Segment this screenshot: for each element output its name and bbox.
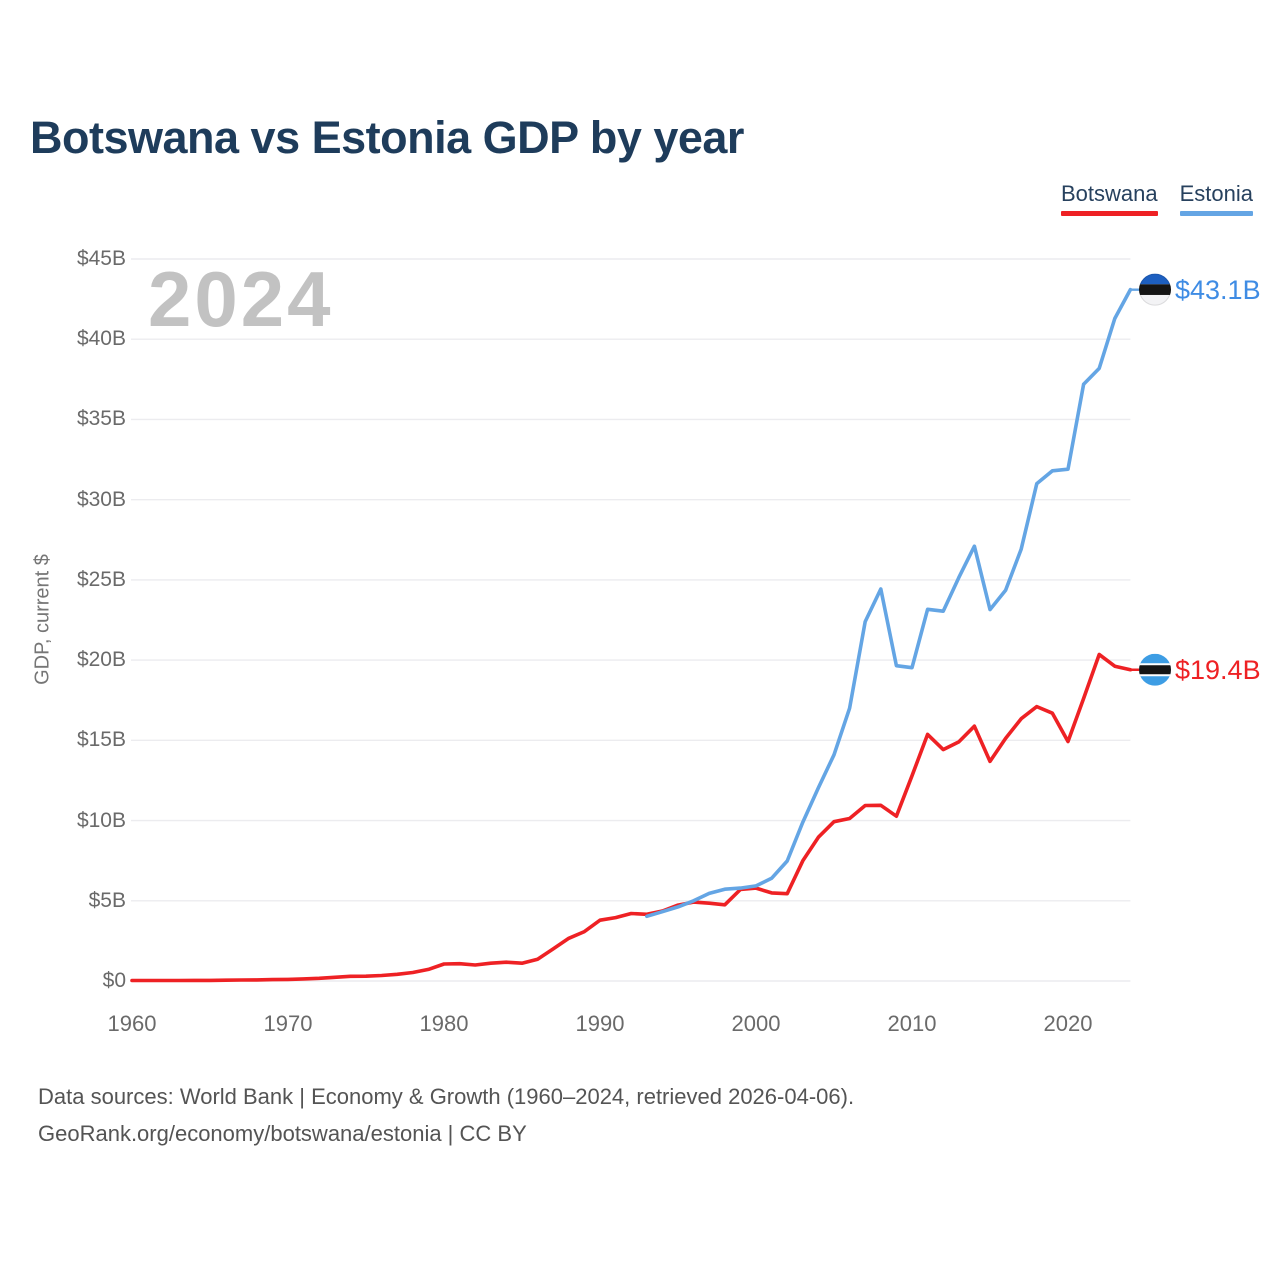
botswana-end-value-label: $19.4B xyxy=(1175,654,1261,685)
y-tick-30B: $30B xyxy=(76,487,126,511)
legend-underline-botswana xyxy=(1060,211,1158,216)
y-tick-15B: $15B xyxy=(76,728,126,752)
footer-line-sources: Data sources: World Bank | Economy & Gro… xyxy=(38,1084,855,1109)
x-tick-1970: 1970 xyxy=(263,1011,313,1036)
y-tick-5B: $5B xyxy=(88,888,126,912)
x-tick-1980: 1980 xyxy=(419,1011,469,1036)
legend-underline-estonia xyxy=(1179,211,1253,216)
legend: Botswana Estonia xyxy=(1060,181,1253,216)
botswana-flag-icon xyxy=(1139,653,1171,686)
x-tick-2020: 2020 xyxy=(1043,1011,1093,1036)
y-tick-0: $0 xyxy=(102,969,126,992)
page-title: Botswana vs Estonia GDP by year xyxy=(30,112,744,163)
legend-label-botswana: Botswana xyxy=(1060,181,1158,206)
y-tick-20B: $20B xyxy=(76,648,126,672)
y-tick-40B: $40B xyxy=(76,327,126,351)
botswana-line xyxy=(130,652,1133,983)
estonia-end-value-label: $43.1B xyxy=(1175,274,1261,305)
x-tick-2000: 2000 xyxy=(731,1011,781,1036)
legend-item-botswana[interactable]: Botswana xyxy=(1060,181,1158,216)
x-tick-2010: 2010 xyxy=(887,1011,937,1036)
legend-item-estonia[interactable]: Estonia xyxy=(1179,181,1253,216)
estonia-flag-icon xyxy=(1139,273,1171,306)
footer: Data sources: World Bank | Economy & Gro… xyxy=(38,1078,854,1152)
y-tick-35B: $35B xyxy=(76,407,126,431)
watermark-year: 2024 xyxy=(148,255,334,343)
estonia-line xyxy=(644,287,1133,919)
x-tick-1990: 1990 xyxy=(575,1011,625,1036)
x-tick-1960: 1960 xyxy=(107,1011,157,1036)
y-tick-45B: $45B xyxy=(76,247,126,270)
footer-line-attribution: GeoRank.org/economy/botswana/estonia | C… xyxy=(38,1121,527,1146)
y-tick-10B: $10B xyxy=(76,808,126,832)
y-tick-25B: $25B xyxy=(76,567,126,591)
legend-label-estonia: Estonia xyxy=(1179,181,1253,206)
